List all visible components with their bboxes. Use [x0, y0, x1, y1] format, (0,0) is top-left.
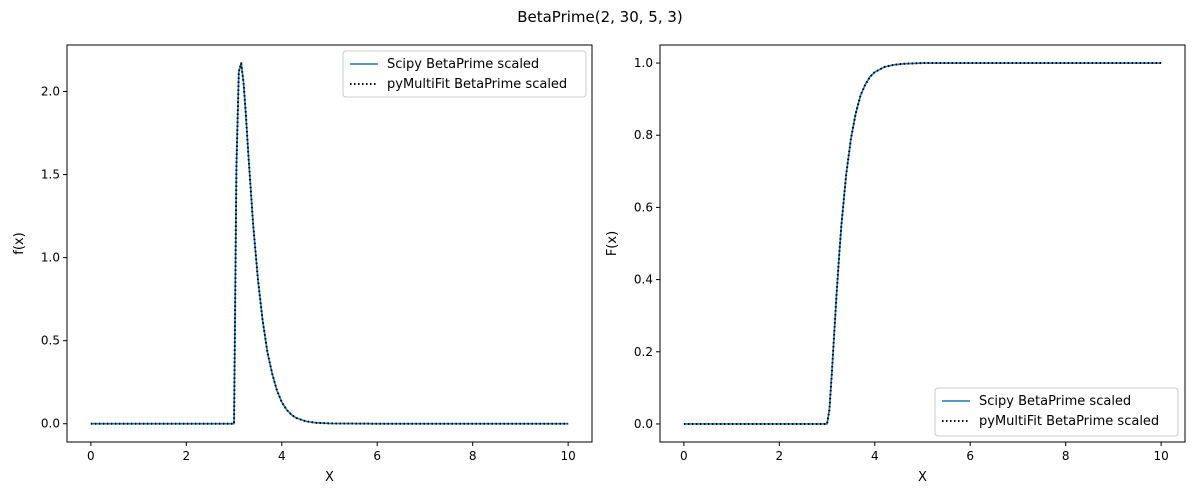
pdf-chart: 0 2 4 6 8 10 0.0 0.5 1.0 1.5 2.0 Xf(x) Scipy BetaPri…: [12, 44, 593, 485]
cdf-chart: 0 2 4 6 8 10 0.0 0.2 0.4 0.6 0.8 1.0 X F(x) Scipy Beta…: [605, 44, 1186, 485]
series-line-pymultifit: [683, 62, 1162, 425]
legend: Scipy BetaPrime scaled pyMultiFit BetaPri…: [342, 50, 587, 98]
figure-suptitle: BetaPrime(2, 30, 5, 3): [517, 8, 683, 26]
legend-entry-label: pyMultiFit BetaPrime scaled: [979, 414, 1159, 429]
x-axis-label: X: [325, 470, 334, 485]
y-tick-label: 0.0: [41, 417, 60, 431]
x-tick-label: 2: [182, 449, 190, 463]
y-tick-label: 0.0: [634, 417, 653, 431]
x-tick-label: 4: [278, 449, 286, 463]
y-tick-label: 2.0: [41, 85, 60, 99]
x-tick-label: 10: [1153, 449, 1168, 463]
x-tick-label: 4: [871, 449, 879, 463]
y-tick-label: 0.2: [634, 345, 653, 359]
y-tick-label: 0.5: [41, 334, 60, 348]
x-tick-label: 8: [1062, 449, 1070, 463]
x-tick-label: 2: [775, 449, 783, 463]
legend: Scipy BetaPrime scaled pyMultiFit BetaPri…: [934, 387, 1179, 437]
x-tick-label: 8: [469, 449, 477, 463]
x-tick-label: 6: [966, 449, 974, 463]
plot-area: [66, 44, 593, 443]
y-tick-label: 1.0: [41, 251, 60, 265]
x-tick-label: 0: [87, 449, 95, 463]
legend-box: [342, 50, 587, 98]
legend-entry-label: Scipy BetaPrime scaled: [979, 394, 1131, 409]
legend-entry-label: Scipy BetaPrime scaled: [387, 57, 539, 72]
x-tick-label: 6: [373, 449, 381, 463]
y-tick-label: 0.8: [634, 128, 653, 142]
y-tick-label: 0.4: [634, 273, 653, 287]
legend-entry-label: pyMultiFit BetaPrime scaled: [387, 77, 567, 92]
y-tick-label: 1.5: [41, 168, 60, 182]
series-line-scipy: [90, 62, 569, 425]
x-tick-label: 10: [560, 449, 575, 463]
x-axis-label: X: [918, 470, 927, 485]
series-line-scipy: [683, 62, 1162, 425]
plot-area: [659, 44, 1186, 443]
series-line-pymultifit: [90, 62, 569, 425]
y-tick-label: 1.0: [634, 56, 653, 70]
y-axis-label: F(x): [605, 231, 620, 256]
legend-box: [934, 387, 1179, 437]
y-tick-label: 0.6: [634, 200, 653, 214]
x-tick-label: 0: [680, 449, 688, 463]
y-axis-label: f(x): [12, 232, 27, 254]
